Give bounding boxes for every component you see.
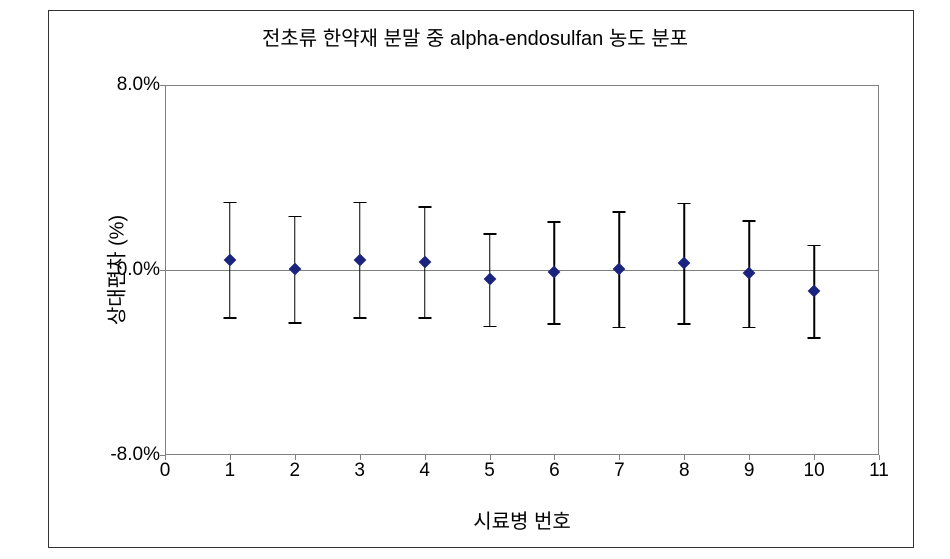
x-tick-mark	[425, 455, 426, 460]
zero-line	[165, 270, 879, 271]
error-cap-top	[743, 220, 756, 222]
x-tick-label: 5	[484, 460, 495, 482]
error-cap-top	[548, 221, 561, 223]
x-tick-label: 1	[225, 460, 236, 482]
error-cap-bottom	[223, 317, 236, 319]
x-tick-label: 6	[549, 460, 560, 482]
x-tick-mark	[814, 455, 815, 460]
x-tick-mark	[360, 455, 361, 460]
x-tick-mark	[295, 455, 296, 460]
x-tick-mark	[619, 455, 620, 460]
x-tick-label: 10	[804, 460, 825, 482]
chart-title: 전초류 한약재 분말 중 alpha-endosulfan 농도 분포	[0, 22, 950, 51]
error-cap-bottom	[483, 326, 496, 328]
error-cap-bottom	[808, 337, 821, 339]
x-tick-label: 7	[614, 460, 625, 482]
error-cap-bottom	[743, 327, 756, 329]
error-cap-bottom	[288, 322, 301, 324]
x-tick-label: 0	[160, 460, 171, 482]
x-tick-mark	[490, 455, 491, 460]
error-cap-bottom	[418, 317, 431, 319]
error-cap-top	[223, 202, 236, 204]
x-tick-label: 4	[419, 460, 430, 482]
x-tick-mark	[684, 455, 685, 460]
x-tick-label: 11	[869, 460, 889, 482]
x-tick-mark	[554, 455, 555, 460]
error-cap-bottom	[678, 323, 691, 325]
error-cap-bottom	[613, 327, 626, 329]
x-tick-mark	[230, 455, 231, 460]
error-cap-top	[808, 245, 821, 247]
y-tick-label: 0.0%	[117, 259, 160, 281]
y-tick-mark	[160, 85, 165, 86]
error-cap-bottom	[353, 317, 366, 319]
error-cap-top	[613, 211, 626, 213]
x-tick-label: 9	[744, 460, 755, 482]
x-tick-label: 2	[290, 460, 301, 482]
error-cap-bottom	[548, 323, 561, 325]
error-cap-top	[418, 206, 431, 208]
error-cap-top	[353, 202, 366, 204]
x-tick-mark	[749, 455, 750, 460]
x-tick-mark	[879, 455, 880, 460]
y-tick-label: 8.0%	[117, 74, 160, 96]
x-tick-label: 3	[354, 460, 365, 482]
error-cap-top	[678, 203, 691, 205]
x-tick-label: 8	[679, 460, 690, 482]
chart-container: 전초류 한약재 분말 중 alpha-endosulfan 농도 분포 상대편차…	[0, 0, 950, 559]
x-axis-label: 시료병 번호	[165, 505, 879, 534]
error-cap-top	[288, 216, 301, 218]
error-cap-top	[483, 233, 496, 235]
x-tick-mark	[165, 455, 166, 460]
y-tick-label: -8.0%	[110, 444, 160, 466]
